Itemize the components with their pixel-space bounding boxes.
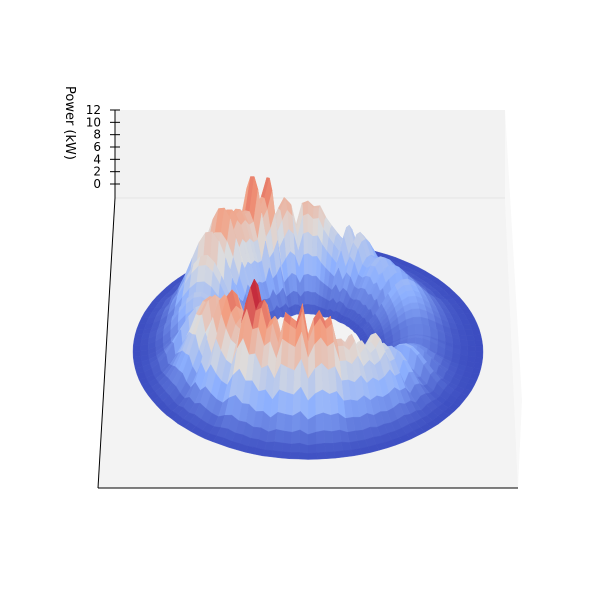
surface-facet — [279, 363, 288, 393]
z-tick-label: 8 — [93, 128, 101, 142]
surface-facet — [282, 430, 293, 445]
surface-facet — [307, 290, 312, 306]
surface-facet — [277, 389, 287, 415]
surface-facet — [325, 451, 336, 459]
back-pane — [115, 110, 505, 198]
surface-facet — [272, 441, 284, 452]
surface-facet — [475, 346, 484, 353]
surface-facet — [315, 412, 325, 433]
surface-facet — [473, 334, 483, 341]
surface-facet — [326, 341, 336, 371]
surface-facet — [276, 411, 286, 432]
surface-facet — [289, 452, 300, 460]
floor-left-edge — [97, 197, 116, 489]
surface-facet — [314, 362, 323, 394]
surface-facet — [281, 442, 292, 453]
surface-facet — [290, 442, 300, 453]
surface-facet — [333, 450, 345, 459]
surface-facet — [132, 339, 142, 347]
surface-facet — [342, 449, 354, 458]
surface-facet — [330, 412, 340, 432]
surface-facet — [474, 356, 484, 364]
surface-facet — [262, 449, 274, 458]
surface-facet — [280, 338, 290, 368]
surface-facet — [280, 451, 291, 460]
surface-facet — [271, 450, 283, 459]
surface-facet — [465, 335, 475, 341]
surface-facet — [314, 389, 324, 416]
surface-facet — [287, 343, 296, 371]
surface-facet — [304, 290, 309, 305]
surface-facet — [474, 340, 484, 347]
surface-facet — [285, 392, 294, 417]
surface-facet — [331, 429, 342, 444]
surface-facet — [307, 431, 317, 446]
z-tick-label: 6 — [93, 140, 101, 154]
side-pane — [505, 110, 522, 488]
surface-facet — [286, 367, 295, 395]
surface-facet — [283, 413, 294, 433]
surface-facet — [466, 339, 476, 347]
z-axis-title: Power (kW) — [62, 86, 77, 160]
z-tick-label: 0 — [93, 177, 101, 191]
surface-facet — [414, 323, 424, 336]
surface-facet — [467, 345, 476, 352]
surface-plot — [132, 176, 484, 460]
surface-facet — [459, 338, 469, 347]
surface-facet — [324, 442, 335, 453]
surface-facet — [407, 323, 416, 337]
surface-facet — [332, 441, 344, 452]
surface-facet — [307, 231, 314, 257]
z-tick-label: 4 — [93, 152, 101, 166]
surface-facet — [298, 452, 309, 460]
surface-facet — [307, 253, 313, 277]
surface-facet — [307, 443, 318, 454]
surface-facet — [307, 273, 313, 293]
surface-facet — [302, 231, 309, 256]
surface-facet — [315, 430, 325, 445]
surface-facet — [303, 253, 309, 276]
surface-facet — [307, 452, 318, 460]
surface-facet — [312, 207, 320, 220]
surface-facet — [316, 442, 326, 453]
surface-facet — [274, 429, 285, 444]
surface-facet — [328, 366, 337, 395]
surface-facet — [329, 391, 339, 416]
surface-facet — [291, 429, 301, 445]
z-tick-label: 2 — [93, 165, 101, 179]
z-tick-label: 12 — [86, 103, 101, 117]
surface-facet — [316, 451, 327, 460]
surface-facet — [475, 351, 484, 358]
surface-facet — [303, 273, 309, 293]
surface-facet — [322, 412, 333, 432]
surface-facet — [323, 430, 334, 444]
surface-facet — [132, 345, 141, 352]
z-tick-label: 10 — [86, 115, 101, 129]
surface-facet — [302, 213, 309, 235]
